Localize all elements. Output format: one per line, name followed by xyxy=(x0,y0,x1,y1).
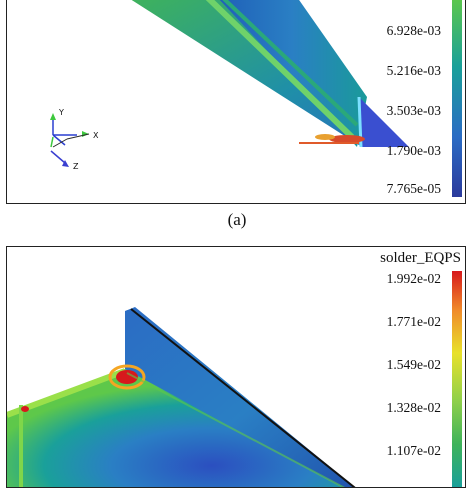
colorbar-a-tick: 1.790e-03 xyxy=(386,143,441,158)
solder-fillet xyxy=(205,0,355,140)
colorbar-a-tick: 5.216e-03 xyxy=(386,63,441,78)
end-face xyxy=(359,97,409,147)
colorbar-a-tick: 7.765e-05 xyxy=(386,181,441,196)
colorbar-a-tick: 3.503e-03 xyxy=(386,103,441,118)
triad-y-label: Y xyxy=(58,108,64,117)
colorbar-b-tick: 1.328e-02 xyxy=(386,400,441,415)
colorbar-b-tick: 1.549e-02 xyxy=(386,357,441,372)
fem-contour-plot-b xyxy=(7,307,356,487)
triad-z-label: Z xyxy=(73,162,79,171)
colorbar-a-tick: 6.928e-03 xyxy=(386,23,441,38)
colorbar-b-tick: 1.107e-02 xyxy=(386,443,441,458)
panel-a: Y X Z 6.928e-03 5.216e-03 3.503e-03 1.79… xyxy=(6,0,466,204)
caption-a: (a) xyxy=(227,210,247,229)
flange-surface xyxy=(7,369,343,487)
triad-x-label: X xyxy=(93,131,99,140)
fem-contour-plot-a: Y X Z xyxy=(50,0,409,171)
coordinate-triad: Y X Z xyxy=(50,108,99,171)
colorbar-b-tick: 1.992e-02 xyxy=(386,271,441,286)
colorbar-a xyxy=(452,0,462,197)
panel-b: solder_EQPS 1.992e-02 1.771e-02 1.549e-0… xyxy=(6,246,466,488)
legend-title: solder_EQPS xyxy=(380,250,461,266)
hot-spot xyxy=(116,370,138,384)
web-surface xyxy=(219,0,367,147)
colorbar-b-tick: 1.771e-02 xyxy=(386,314,441,329)
colorbar-b xyxy=(452,271,462,487)
hot-spot xyxy=(329,135,365,143)
